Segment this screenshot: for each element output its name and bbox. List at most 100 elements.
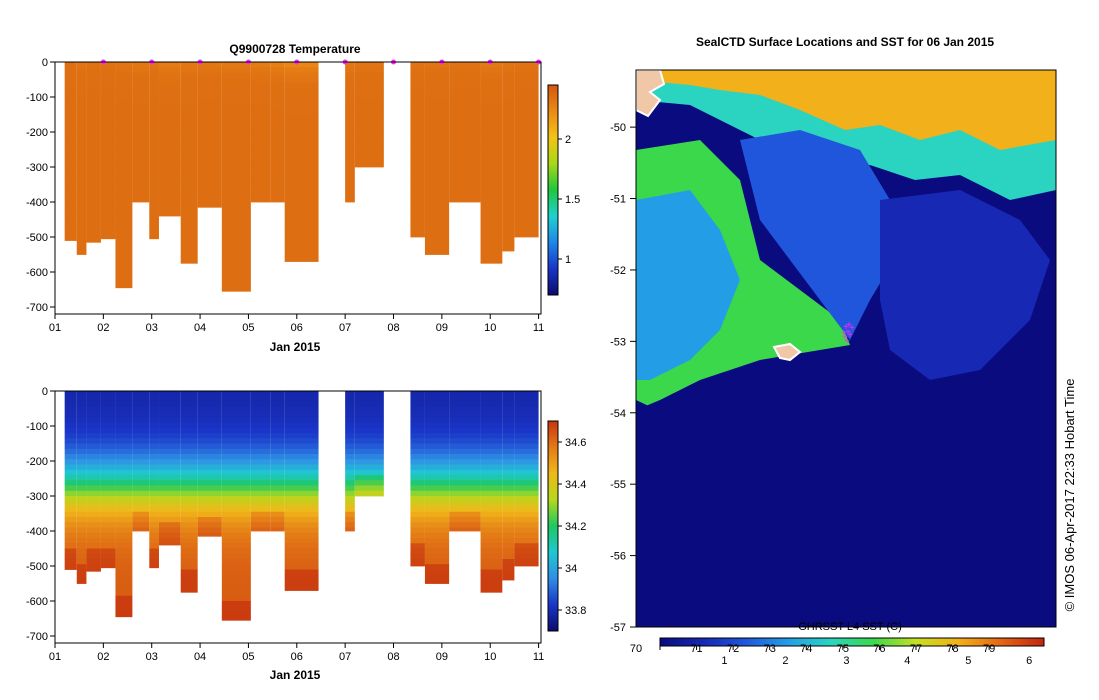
profile-cell <box>354 146 384 152</box>
profile-cell <box>76 188 87 194</box>
profile-cell <box>502 406 515 413</box>
profile-cell <box>480 235 503 241</box>
profile-cell <box>345 67 355 73</box>
surface-location-marker: + <box>845 327 851 338</box>
profile-cell <box>480 391 503 397</box>
profile-cell <box>115 119 133 126</box>
x-tick-label: 10 <box>484 322 496 334</box>
profile-cell <box>449 506 481 513</box>
profile-cell <box>284 72 319 79</box>
profile-cell <box>250 427 271 434</box>
profile-cell <box>115 538 133 544</box>
profile-cell <box>284 119 319 126</box>
profile-cell <box>115 125 133 131</box>
profile-cell <box>480 251 503 257</box>
profile-cell <box>424 412 450 418</box>
profile-cell <box>480 548 503 555</box>
profile-cell <box>284 538 319 544</box>
profile-cell <box>221 590 251 597</box>
profile-cell <box>410 98 425 105</box>
sst-f-tick-label: 70 <box>630 643 642 655</box>
profile-cell <box>132 417 150 423</box>
profile-column <box>115 62 133 289</box>
profile-cell <box>284 146 319 152</box>
profile-cell <box>424 517 450 523</box>
profile-cell <box>250 438 271 444</box>
profile-cell <box>345 83 355 89</box>
profile-cell <box>424 72 450 79</box>
profile-cell <box>149 443 159 450</box>
profile-cell <box>100 193 116 199</box>
profile-cell <box>270 135 285 142</box>
profile-cell <box>284 485 319 492</box>
profile-cell <box>449 104 481 110</box>
profile-cell <box>158 98 181 105</box>
y-tick-label: -100 <box>26 92 48 104</box>
lat-tick-label: -50 <box>610 122 626 134</box>
x-tick-label: 03 <box>146 651 158 663</box>
profile-cell <box>424 88 450 94</box>
sst-f-tick-label: 76 <box>873 643 885 655</box>
profile-cell <box>514 83 539 89</box>
profile-cell <box>100 98 116 105</box>
profile-cell <box>221 475 251 481</box>
profile-cell <box>115 580 133 586</box>
profile-cell <box>86 172 101 178</box>
profile-cell <box>410 77 425 84</box>
profile-cell <box>149 517 159 523</box>
profile-cell <box>480 140 503 147</box>
surface-location-marker: + <box>844 336 850 347</box>
profile-cell <box>64 62 77 68</box>
profile-cell <box>502 130 515 136</box>
profile-cell <box>410 475 425 481</box>
profile-cell <box>410 548 425 555</box>
profile-cell <box>149 151 159 157</box>
profile-cell <box>197 417 222 423</box>
profile-cell <box>424 443 450 450</box>
profile-cell <box>115 140 133 147</box>
profile-cell <box>221 193 251 199</box>
profile-cell <box>115 438 133 444</box>
profile-cell <box>424 98 450 105</box>
profile-cell <box>354 427 384 434</box>
profile-cell <box>410 538 425 544</box>
sst-f-tick-label: 73 <box>764 643 776 655</box>
profile-cell <box>158 146 181 152</box>
profile-cell <box>514 104 539 110</box>
profile-cell <box>221 182 251 189</box>
profile-cell <box>514 230 539 236</box>
profile-cell <box>410 62 425 68</box>
profile-cell <box>76 156 87 163</box>
profile-cell <box>410 559 425 565</box>
profile-cell <box>250 98 271 105</box>
profile-cell <box>354 67 384 73</box>
profile-cell <box>158 517 181 523</box>
profile-column <box>64 62 77 241</box>
profile-cell <box>221 151 251 157</box>
profile-cell <box>86 193 101 199</box>
profile-cell <box>76 401 87 408</box>
profile-cell <box>221 485 251 492</box>
profile-cell <box>76 88 87 94</box>
profile-cell <box>158 433 181 439</box>
profile-cell <box>64 172 77 178</box>
profile-cell <box>502 193 515 199</box>
profile-cell <box>449 83 481 89</box>
profile-cell <box>180 564 198 570</box>
profile-cell <box>149 412 159 418</box>
profile-cell <box>449 480 481 486</box>
profile-cell <box>449 156 481 163</box>
profile-cell <box>115 511 133 518</box>
profile-cell <box>284 527 319 534</box>
profile-cell <box>115 585 133 591</box>
profile-cell <box>180 496 198 502</box>
profile-cell <box>197 72 222 79</box>
profile-cell <box>270 98 285 105</box>
profile-cell <box>345 125 355 131</box>
profile-cell <box>250 62 271 68</box>
profile-cell <box>221 172 251 178</box>
profile-cell <box>197 188 222 194</box>
profile-cell <box>345 496 355 502</box>
profile-cell <box>197 77 222 84</box>
profile-cell <box>221 611 251 618</box>
